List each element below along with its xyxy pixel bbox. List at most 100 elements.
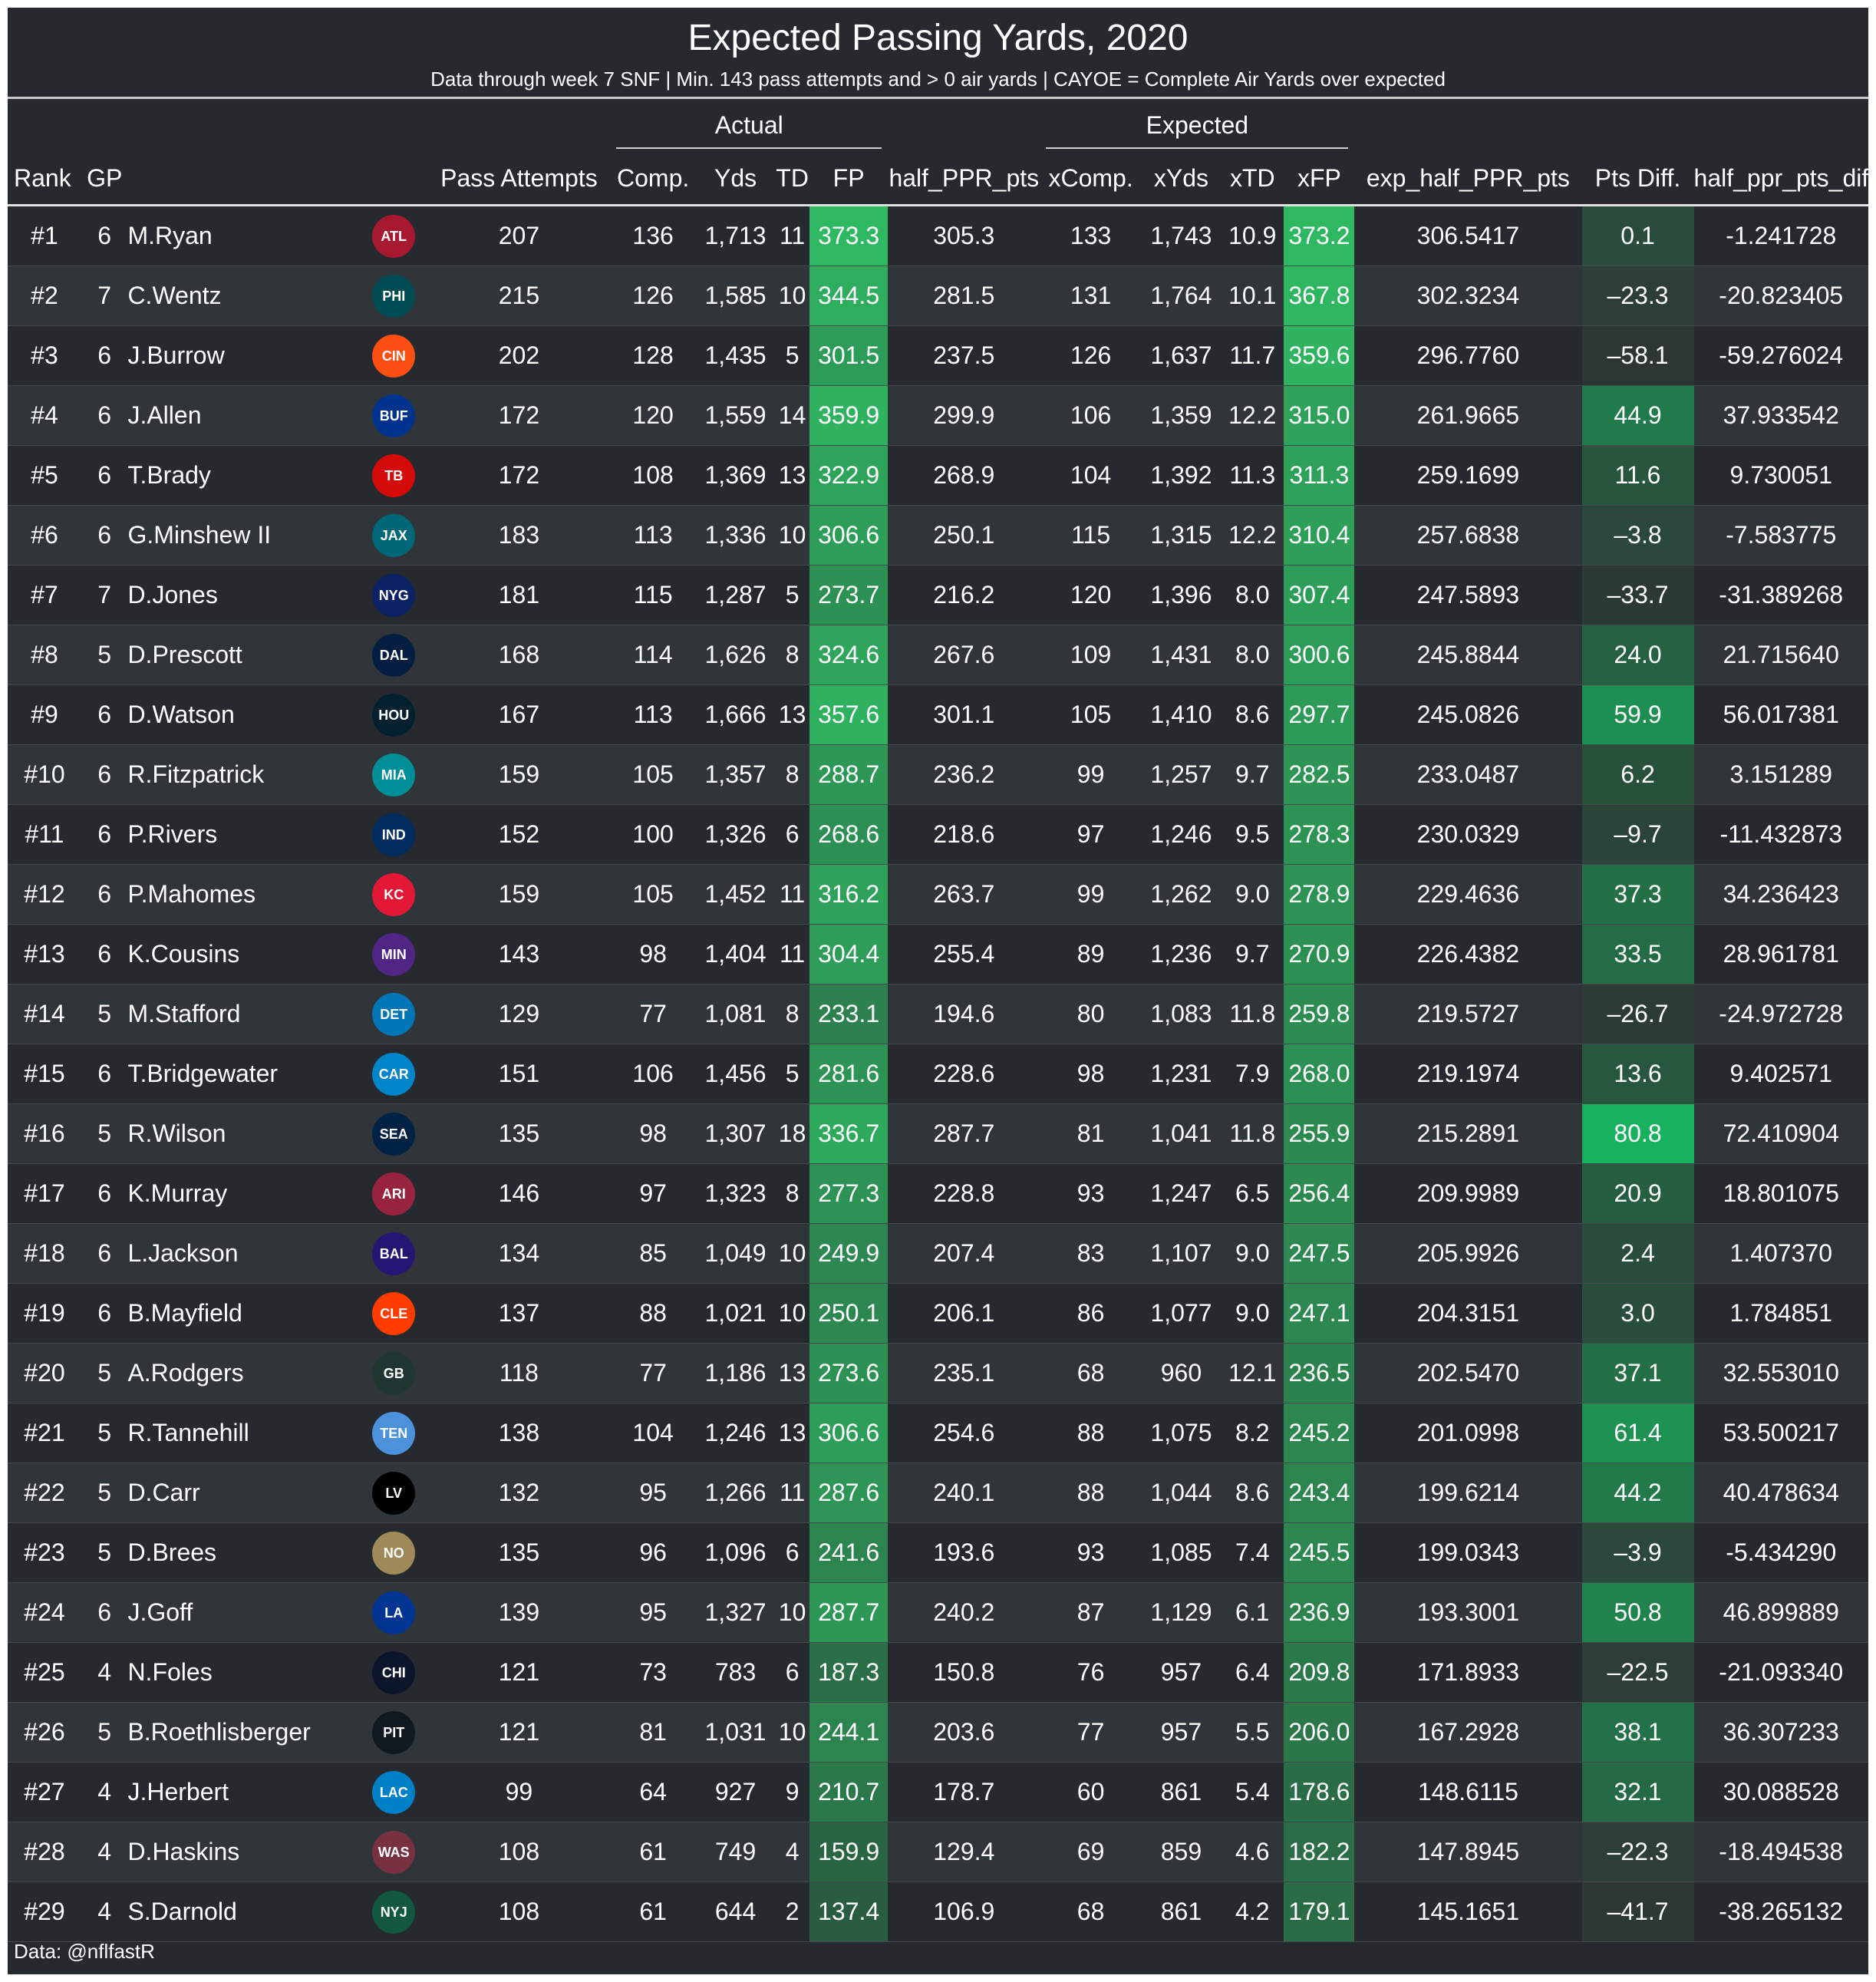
- xtd-cell: 9.0: [1221, 1283, 1284, 1344]
- pts-diff-cell: 33.5: [1581, 924, 1694, 984]
- exp-half-ppr-cell: 296.7760: [1354, 325, 1582, 386]
- comp-cell: 113: [610, 684, 696, 745]
- team-logo: GB: [359, 1343, 428, 1403]
- yds-cell: 1,435: [695, 325, 776, 386]
- indianapolis-colts-logo: IND: [372, 813, 416, 856]
- yds-cell: 1,326: [695, 804, 776, 865]
- td-cell: 4: [775, 1822, 810, 1882]
- half-ppr-diff-cell: -1.241728: [1693, 205, 1868, 266]
- attempts-cell: 207: [427, 205, 611, 266]
- td-cell: 10: [775, 1283, 810, 1344]
- xfp-cell: 179.1: [1284, 1881, 1355, 1942]
- half-ppr-cell: 193.6: [888, 1522, 1040, 1583]
- rank-cell: #6: [8, 505, 81, 566]
- yds-cell: 1,585: [695, 265, 776, 326]
- table-row: #4 6 J.Allen BUF 172 120 1,559 14 359.9 299.9 106 1…: [8, 385, 1868, 446]
- col-rank: Rank: [8, 152, 81, 206]
- table-row: #12 6 P.Mahomes KC 159 105 1,452 11 316.2 263.7 99…: [8, 864, 1868, 925]
- gp-cell: 6: [81, 684, 128, 745]
- rank-cell: #26: [8, 1702, 81, 1763]
- comp-cell: 136: [610, 205, 696, 266]
- td-cell: 2: [775, 1881, 810, 1942]
- player-name: M.Ryan: [127, 205, 360, 266]
- xyds-cell: 1,431: [1141, 625, 1222, 685]
- xtd-cell: 9.0: [1221, 1223, 1284, 1284]
- comp-cell: 104: [610, 1403, 696, 1463]
- team-logo: DET: [359, 984, 428, 1044]
- exp-half-ppr-cell: 204.3151: [1354, 1283, 1582, 1344]
- td-cell: 8: [775, 625, 810, 685]
- gp-cell: 7: [81, 265, 128, 326]
- attempts-cell: 168: [427, 625, 611, 685]
- yds-cell: 1,307: [695, 1103, 776, 1164]
- pts-diff-cell: –22.3: [1581, 1822, 1694, 1882]
- xcomp-cell: 80: [1040, 984, 1142, 1044]
- table-title: Expected Passing Yards, 2020: [687, 18, 1189, 58]
- xtd-cell: 12.2: [1221, 385, 1284, 446]
- rank-cell: #1: [8, 205, 81, 266]
- rank-cell: #18: [8, 1223, 81, 1284]
- half-ppr-diff-cell: 21.715640: [1693, 625, 1868, 685]
- pts-diff-cell: 80.8: [1581, 1103, 1694, 1164]
- team-logo: DAL: [359, 625, 428, 685]
- pts-diff-cell: –58.1: [1581, 325, 1694, 386]
- gp-cell: 6: [81, 205, 128, 266]
- half-ppr-diff-cell: 30.088528: [1693, 1762, 1868, 1822]
- attempts-cell: 135: [427, 1522, 611, 1583]
- xyds-cell: 1,396: [1141, 565, 1222, 625]
- rank-cell: #4: [8, 385, 81, 446]
- half-ppr-diff-cell: -59.276024: [1693, 325, 1868, 386]
- comp-cell: 61: [610, 1822, 696, 1882]
- attempts-cell: 118: [427, 1343, 611, 1403]
- attempts-cell: 159: [427, 744, 611, 805]
- actual-spanner: Actual: [610, 101, 888, 152]
- pts-diff-cell: 38.1: [1581, 1702, 1694, 1763]
- table-row: #22 5 D.Carr LV 132 95 1,266 11 287.6 240.1 88 1,04…: [8, 1463, 1868, 1523]
- comp-cell: 126: [610, 265, 696, 326]
- xyds-cell: 1,637: [1141, 325, 1222, 386]
- team-logo: TB: [359, 445, 428, 506]
- col-gp: GP: [81, 152, 128, 206]
- col-comp: Comp.: [610, 152, 696, 206]
- team-logo: MIA: [359, 744, 428, 805]
- xfp-cell: 315.0: [1284, 385, 1355, 446]
- rank-cell: #21: [8, 1403, 81, 1463]
- player-name: B.Roethlisberger: [127, 1702, 360, 1763]
- attempts-cell: 135: [427, 1103, 611, 1164]
- table-row: #23 5 D.Brees NO 135 96 1,096 6 241.6 193.6 93 1,08…: [8, 1522, 1868, 1583]
- attempts-cell: 138: [427, 1403, 611, 1463]
- table-row: #16 5 R.Wilson SEA 135 98 1,307 18 336.7 287.7 81 1…: [8, 1103, 1868, 1164]
- comp-cell: 73: [610, 1642, 696, 1703]
- comp-cell: 128: [610, 325, 696, 386]
- fp-cell: 268.6: [809, 804, 889, 865]
- half-ppr-diff-cell: -20.823405: [1693, 265, 1868, 326]
- xcomp-cell: 115: [1040, 505, 1142, 566]
- xtd-cell: 11.7: [1221, 325, 1284, 386]
- gp-cell: 5: [81, 1103, 128, 1164]
- gp-cell: 4: [81, 1822, 128, 1882]
- table-row: #1 6 M.Ryan ATL 207 136 1,713 11 373.3 305.3 133 1,…: [8, 205, 1868, 266]
- comp-cell: 77: [610, 1343, 696, 1403]
- carolina-panthers-logo: CAR: [372, 1052, 416, 1096]
- xyds-cell: 960: [1141, 1343, 1222, 1403]
- table-row: #18 6 L.Jackson BAL 134 85 1,049 10 249.9 207.4 83…: [8, 1223, 1868, 1284]
- green-bay-packers-logo: GB: [372, 1351, 416, 1395]
- td-cell: 10: [775, 1223, 810, 1284]
- td-cell: 11: [775, 924, 810, 984]
- attempts-cell: 108: [427, 1881, 611, 1942]
- half-ppr-cell: 150.8: [888, 1642, 1040, 1703]
- col-xcomp: xComp.: [1040, 152, 1142, 206]
- comp-cell: 98: [610, 924, 696, 984]
- xfp-cell: 367.8: [1284, 265, 1355, 326]
- half-ppr-cell: 106.9: [888, 1881, 1040, 1942]
- comp-cell: 120: [610, 385, 696, 446]
- player-name: J.Burrow: [127, 325, 360, 386]
- player-name: R.Wilson: [127, 1103, 360, 1164]
- comp-cell: 64: [610, 1762, 696, 1822]
- exp-half-ppr-cell: 171.8933: [1354, 1642, 1582, 1703]
- comp-cell: 96: [610, 1522, 696, 1583]
- gp-cell: 5: [81, 984, 128, 1044]
- xyds-cell: 1,077: [1141, 1283, 1222, 1344]
- half-ppr-diff-cell: 37.933542: [1693, 385, 1868, 446]
- gp-cell: 5: [81, 625, 128, 685]
